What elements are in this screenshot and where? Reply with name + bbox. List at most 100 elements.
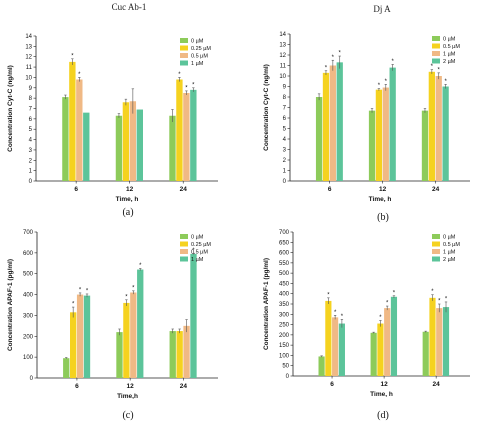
significance-star: * (185, 85, 188, 91)
bar (332, 317, 339, 376)
y-tick-label: 0 (30, 376, 34, 382)
y-tick-label: 150 (279, 343, 290, 349)
y-axis-title: Concentration APAF-1 (pg/ml) (7, 259, 14, 351)
x-tick-label: 12 (379, 186, 387, 193)
y-axis-title: Concentration Cyt-C (ng/ml) (7, 65, 14, 152)
y-tick-label: 250 (279, 323, 290, 329)
y-tick-label: 12 (279, 53, 286, 59)
x-tick-label: 6 (328, 186, 332, 193)
significance-star: * (445, 296, 448, 302)
legend-label: 1 µM (191, 61, 204, 67)
bar (83, 112, 90, 181)
bar (130, 292, 137, 378)
y-tick-label: 200 (23, 334, 34, 340)
bar (190, 253, 197, 378)
legend-swatch (432, 51, 440, 56)
y-tick-label: 7 (29, 107, 33, 113)
x-tick-label: 24 (432, 186, 440, 193)
bar (315, 97, 323, 181)
bar (382, 87, 389, 181)
significance-star: * (431, 64, 434, 70)
bar (169, 331, 176, 378)
y-tick-label: 3 (29, 148, 33, 154)
bar (389, 67, 396, 181)
x-axis-title: Time, h (370, 391, 393, 398)
bar (62, 97, 69, 181)
y-tick-label: 8 (29, 96, 33, 102)
bar (116, 332, 123, 378)
y-tick-label: 13 (25, 44, 32, 50)
legend-label: 0 µM (191, 235, 204, 241)
bar (137, 269, 144, 378)
x-tick-label: 12 (126, 186, 134, 193)
significance-star: * (192, 82, 195, 88)
y-tick-label: 50 (282, 364, 289, 370)
bar (421, 110, 429, 181)
y-tick-label: 0 (286, 374, 290, 380)
y-tick-label: 11 (26, 65, 33, 71)
significance-star: * (386, 301, 389, 307)
bar (83, 295, 91, 378)
legend-label: 2 µM (443, 257, 456, 263)
bar (428, 71, 435, 181)
bar (63, 358, 70, 378)
y-tick-label: 9 (29, 86, 33, 92)
bar (190, 89, 197, 181)
bar (176, 79, 183, 181)
y-tick-label: 600 (23, 251, 34, 257)
chart-title: Cuc Ab-1 (112, 2, 147, 12)
y-tick-label: 12 (25, 55, 32, 61)
y-tick-label: 2 (283, 158, 287, 164)
y-tick-label: 0 (29, 179, 33, 185)
panel-caption: (d) (377, 410, 389, 421)
legend-swatch (432, 36, 440, 41)
y-tick-label: 10 (25, 75, 32, 81)
significance-star: * (438, 299, 441, 305)
bar (325, 300, 332, 376)
y-tick-label: 300 (23, 313, 34, 319)
bar (76, 79, 83, 181)
bar (115, 115, 123, 181)
legend-swatch (432, 249, 440, 254)
x-tick-label: 12 (380, 381, 388, 388)
y-tick-label: 5 (283, 127, 287, 133)
y-tick-label: 9 (283, 85, 287, 91)
bar (136, 109, 143, 181)
y-tick-label: 400 (279, 292, 290, 298)
legend-label: 1 µM (191, 257, 204, 263)
panel-caption: (b) (377, 212, 389, 223)
y-tick-label: 700 (23, 230, 34, 236)
legend-label: 0 µM (443, 37, 456, 43)
bar (384, 308, 391, 376)
y-tick-label: 4 (283, 137, 287, 143)
bar (370, 332, 377, 376)
y-tick-label: 300 (279, 312, 290, 318)
y-tick-label: 11 (280, 64, 287, 70)
significance-star: * (79, 287, 82, 293)
legend-label: 0.5 µM (443, 242, 460, 248)
x-tick-label: 6 (330, 381, 334, 388)
bar (422, 331, 429, 376)
y-tick-label: 1 (283, 169, 287, 175)
significance-star: * (341, 314, 344, 320)
legend-swatch (432, 58, 440, 64)
legend-swatch (180, 38, 188, 43)
legend-swatch (180, 234, 188, 239)
significance-star: * (192, 248, 195, 254)
y-tick-label: 450 (279, 281, 290, 287)
legend-label: 0.25 µM (191, 242, 211, 248)
chart-panel-d: (d) 0 50 100 150 200 250 300 350 400 450 500 550 600 6… (263, 230, 470, 421)
legend-label: 1 µM (443, 52, 456, 58)
x-tick-label: 24 (433, 381, 441, 388)
bar (368, 110, 376, 181)
significance-star: * (86, 288, 89, 294)
legend: 0 µM0.25 µM 0.5 µM1 µM (180, 38, 211, 67)
x-tick-label: 24 (180, 186, 188, 193)
bar (129, 101, 137, 181)
significance-star: * (139, 263, 142, 269)
bar (442, 86, 449, 181)
bar (176, 331, 183, 378)
